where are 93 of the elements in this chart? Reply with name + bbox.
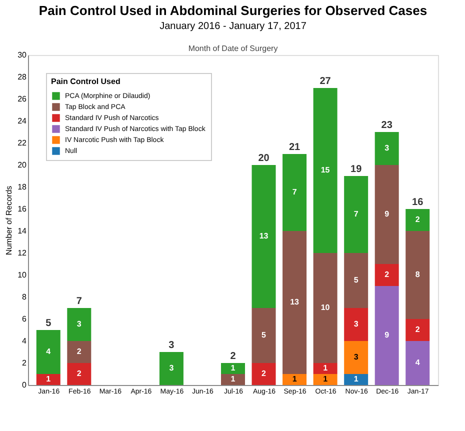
data-label: 1 (230, 364, 236, 372)
bar (252, 308, 276, 363)
total-label: 20 (258, 153, 270, 164)
data-label: 1 (323, 374, 328, 384)
total-label: 23 (381, 120, 393, 131)
total-label: 3 (168, 340, 175, 351)
data-label: 2 (415, 325, 420, 334)
bar (282, 154, 307, 231)
bar (344, 253, 368, 308)
bar (313, 363, 338, 374)
y-tick-label: 18 (18, 182, 28, 192)
bar (374, 286, 399, 385)
y-tick-label: 6 (22, 314, 28, 324)
y-tick-label: 10 (18, 270, 28, 280)
total-label: 5 (46, 318, 52, 329)
bar (221, 374, 245, 385)
chart-subtitle: January 2016 - January 17, 2017 (160, 21, 307, 32)
data-label: 9 (384, 330, 390, 340)
data-label: 3 (354, 320, 359, 328)
bar (67, 363, 92, 385)
y-tick-label: 26 (18, 94, 28, 104)
total-label: 7 (76, 296, 82, 307)
data-label: 1 (323, 364, 328, 372)
bar (344, 341, 368, 374)
chart-title: Pain Control Used in Abdominal Surgeries for Observed Cases (38, 3, 428, 18)
data-label: 8 (415, 270, 420, 279)
data-label: 1 (354, 374, 359, 384)
data-label: 4 (46, 347, 52, 356)
bar (67, 308, 92, 341)
total-label: 2 (230, 351, 236, 362)
data-label: 2 (76, 369, 82, 378)
y-tick-label: 0 (22, 380, 28, 390)
data-label: 9 (384, 210, 390, 218)
bar (36, 374, 60, 385)
data-label: 13 (290, 298, 300, 306)
bar (159, 352, 184, 385)
data-label: 13 (259, 232, 269, 240)
bar (406, 231, 430, 319)
data-label: 1 (292, 374, 298, 384)
bar (406, 341, 430, 385)
bar (313, 253, 338, 363)
y-tick-label: 24 (18, 116, 28, 126)
y-tick-label: 12 (18, 248, 28, 258)
data-label: 1 (230, 374, 236, 384)
data-label: 10 (320, 303, 330, 312)
bar (36, 330, 60, 374)
bar (67, 341, 92, 363)
bar (252, 363, 276, 385)
bar (313, 374, 338, 385)
bar (374, 264, 399, 286)
bar (406, 209, 430, 231)
bar (344, 176, 368, 253)
bar (374, 165, 399, 264)
total-label: 27 (320, 76, 332, 87)
data-label: 5 (354, 276, 359, 284)
bar (344, 308, 368, 341)
y-tick-label: 2 (22, 358, 28, 368)
bar (282, 231, 307, 374)
data-label: 7 (292, 188, 298, 196)
y-tick-label: 4 (22, 336, 28, 346)
total-label: 21 (288, 142, 301, 153)
y-tick-label: 16 (18, 204, 28, 214)
y-tick-label: 14 (18, 226, 28, 236)
bar (282, 374, 307, 385)
total-label: 16 (412, 197, 424, 208)
y-tick-label: 28 (18, 72, 28, 82)
y-tick-label: 30 (18, 50, 28, 60)
data-label: 3 (354, 352, 359, 362)
data-label: 3 (384, 144, 390, 152)
data-label: 2 (262, 369, 267, 378)
data-label: 3 (169, 364, 174, 372)
bar (313, 88, 338, 253)
y-tick-label: 22 (18, 138, 28, 148)
bar (252, 165, 276, 308)
data-label: 1 (46, 374, 52, 384)
total-label: 19 (350, 164, 362, 175)
data-label: 4 (415, 358, 420, 367)
data-label: 5 (262, 330, 267, 340)
data-label: 7 (354, 210, 359, 218)
data-label: 15 (320, 166, 330, 174)
y-tick-label: 8 (22, 292, 28, 302)
bar (221, 363, 245, 374)
bar (406, 319, 430, 341)
legend-title: Pain Control Used (51, 77, 120, 86)
data-label: 3 (76, 320, 82, 328)
data-label: 2 (76, 347, 82, 356)
y-axis-title: Number of Records (4, 186, 14, 256)
x-axis-title: Month of Date of Surgery (188, 44, 278, 53)
data-label: 2 (415, 215, 420, 224)
data-label: 2 (384, 270, 390, 279)
bar (344, 374, 368, 385)
y-tick-label: 20 (18, 160, 28, 170)
bar (374, 132, 399, 165)
